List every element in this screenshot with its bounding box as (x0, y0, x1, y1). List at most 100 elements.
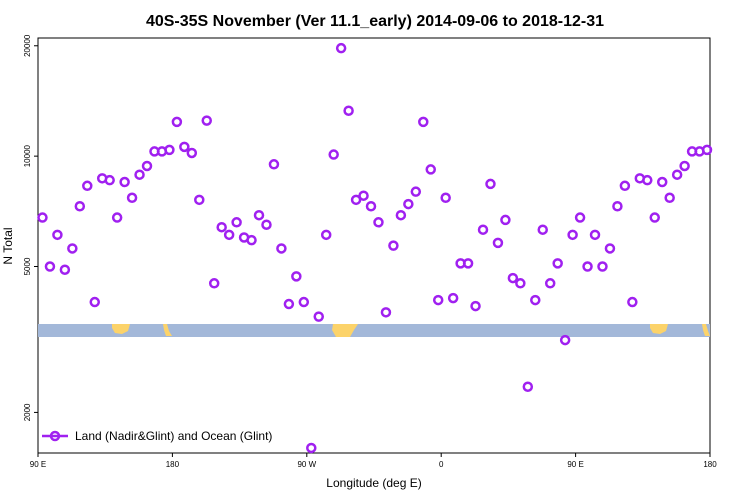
data-point (380, 307, 392, 318)
data-point (119, 176, 130, 188)
data-point (500, 214, 511, 226)
data-point (515, 278, 526, 289)
data-point (223, 229, 235, 241)
data-point (89, 296, 100, 308)
data-point (373, 217, 384, 228)
data-point (104, 174, 115, 186)
data-point (574, 212, 586, 223)
data-point (679, 160, 690, 172)
data-point (664, 192, 675, 204)
data-point (388, 240, 399, 251)
data-point (134, 169, 145, 180)
data-points (37, 42, 713, 454)
data-point (171, 116, 183, 128)
legend-label: Land (Nadir&Glint) and Ocean (Glint) (75, 429, 272, 443)
data-point (701, 144, 713, 156)
data-point (74, 201, 86, 212)
data-point (37, 212, 48, 223)
data-point (642, 174, 653, 186)
y-tick-label: 20000 (23, 34, 32, 57)
landmass-new-zealand (163, 324, 172, 336)
data-point (656, 176, 668, 188)
data-point (298, 296, 310, 308)
data-point (52, 229, 63, 241)
data-point (335, 42, 347, 54)
data-point (552, 258, 563, 269)
data-point (671, 169, 683, 180)
data-point (440, 192, 451, 204)
data-point (141, 160, 153, 172)
data-point (395, 209, 407, 221)
data-point (268, 159, 280, 170)
data-point (201, 115, 212, 126)
data-point (328, 149, 339, 160)
x-axis-label: Longitude (deg E) (326, 476, 421, 490)
data-point (425, 164, 436, 175)
data-point (208, 278, 220, 289)
data-point (612, 201, 623, 212)
x-tick-label: 90 W (297, 460, 316, 469)
data-point (343, 105, 354, 116)
data-point (186, 147, 198, 159)
data-point (44, 261, 56, 272)
data-point (216, 221, 227, 233)
data-point (283, 298, 295, 310)
data-point (604, 243, 616, 254)
land-ocean-map-strip (38, 324, 710, 337)
x-tick-label: 90 E (30, 460, 46, 469)
data-point (410, 186, 422, 197)
ocean-band (38, 324, 710, 337)
y-tick-label: 5000 (23, 257, 32, 275)
data-point (261, 219, 272, 230)
data-point (320, 229, 332, 241)
data-point (179, 141, 190, 153)
data-point (276, 243, 287, 254)
data-point (432, 294, 444, 306)
x-tick-label: 90 E (567, 460, 583, 469)
data-point (597, 261, 608, 272)
data-point (649, 212, 660, 223)
data-point (418, 116, 429, 128)
y-tick-label: 2000 (23, 403, 32, 421)
data-point (246, 234, 257, 246)
x-tick-label: 180 (703, 460, 717, 469)
legend-marker (49, 430, 61, 442)
data-point (522, 381, 534, 392)
data-point (82, 180, 93, 192)
landmass-australia-repeat (650, 324, 668, 334)
data-point (462, 258, 474, 269)
data-point (537, 224, 548, 235)
x-tick-label: 180 (166, 460, 180, 469)
data-point (253, 209, 265, 221)
data-point (544, 278, 556, 289)
data-point (477, 224, 489, 235)
data-point (350, 194, 362, 206)
data-point (492, 237, 504, 249)
landmass-new-zealand-repeat (702, 324, 710, 336)
data-point (164, 144, 175, 156)
legend: Land (Nadir&Glint) and Ocean (Glint) (42, 429, 272, 443)
data-point (582, 261, 593, 272)
data-point (365, 201, 377, 212)
data-point (67, 243, 78, 254)
data-point (559, 334, 571, 346)
data-point (291, 271, 302, 282)
y-tick-label: 10000 (23, 144, 32, 167)
data-point (231, 217, 242, 228)
data-point (619, 180, 631, 192)
x-axis: 90 E 180 90 W 0 90 E 180 (30, 453, 717, 469)
data-point (59, 264, 71, 275)
y-axis: 2000 5000 10000 20000 (23, 34, 38, 421)
data-point (313, 311, 324, 322)
data-point (403, 198, 414, 210)
data-point (507, 272, 519, 284)
data-point (470, 300, 481, 312)
data-point (567, 229, 578, 241)
data-point (530, 294, 541, 306)
landmass-south-america (332, 324, 358, 337)
x-tick-label: 0 (439, 460, 444, 469)
data-point (485, 178, 496, 190)
landmass-australia (112, 324, 130, 334)
